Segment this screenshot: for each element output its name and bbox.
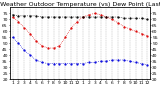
Title: Milwaukee Weather Outdoor Temperature (vs) Dew Point (Last 24 Hours): Milwaukee Weather Outdoor Temperature (v… [0, 2, 160, 7]
